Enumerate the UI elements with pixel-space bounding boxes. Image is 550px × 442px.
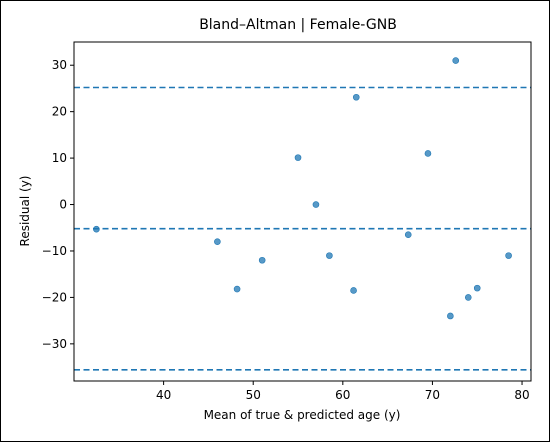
data-point-9 [404, 231, 412, 239]
x-tick-label: 60 [335, 388, 350, 402]
data-point-8 [352, 93, 360, 101]
plot-area-frame [73, 41, 532, 382]
y-tick-label: 30 [52, 58, 67, 72]
data-point-3 [258, 256, 266, 264]
y-axis-label: Residual (y) [18, 176, 32, 247]
reference-lines [74, 86, 531, 371]
data-point-7 [350, 287, 357, 294]
data-points [93, 57, 512, 320]
data-point-4 [294, 154, 302, 161]
data-point-15 [505, 252, 512, 259]
x-tick-label: 50 [246, 388, 261, 402]
data-point-10 [424, 150, 432, 157]
x-tick-label: 40 [156, 388, 171, 402]
data-point-13 [464, 294, 472, 301]
data-point-2 [233, 285, 241, 293]
data-point-14 [473, 284, 481, 292]
y-axis-ticks: −30 −20 −10 0 10 20 30 [42, 58, 74, 351]
y-tick-label: −20 [42, 290, 67, 304]
y-tick-label: 0 [59, 198, 67, 212]
x-tick-label: 70 [425, 388, 440, 402]
x-axis-label: Mean of true & predicted age (y) [204, 408, 401, 422]
data-point-1 [214, 238, 221, 245]
y-tick-label: 10 [52, 151, 67, 165]
y-tick-label: −30 [42, 337, 67, 351]
x-axis-ticks: 40 50 60 70 80 [156, 381, 530, 402]
data-point-6 [326, 252, 333, 259]
x-tick-label: 80 [514, 388, 529, 402]
y-tick-label: −10 [42, 244, 67, 258]
data-point-11 [447, 312, 454, 320]
chart-title: Bland–Altman | Female-GNB [199, 17, 397, 33]
data-point-0 [93, 225, 100, 233]
data-point-5 [312, 201, 320, 208]
data-point-12 [452, 57, 460, 64]
y-tick-label: 20 [52, 105, 67, 119]
